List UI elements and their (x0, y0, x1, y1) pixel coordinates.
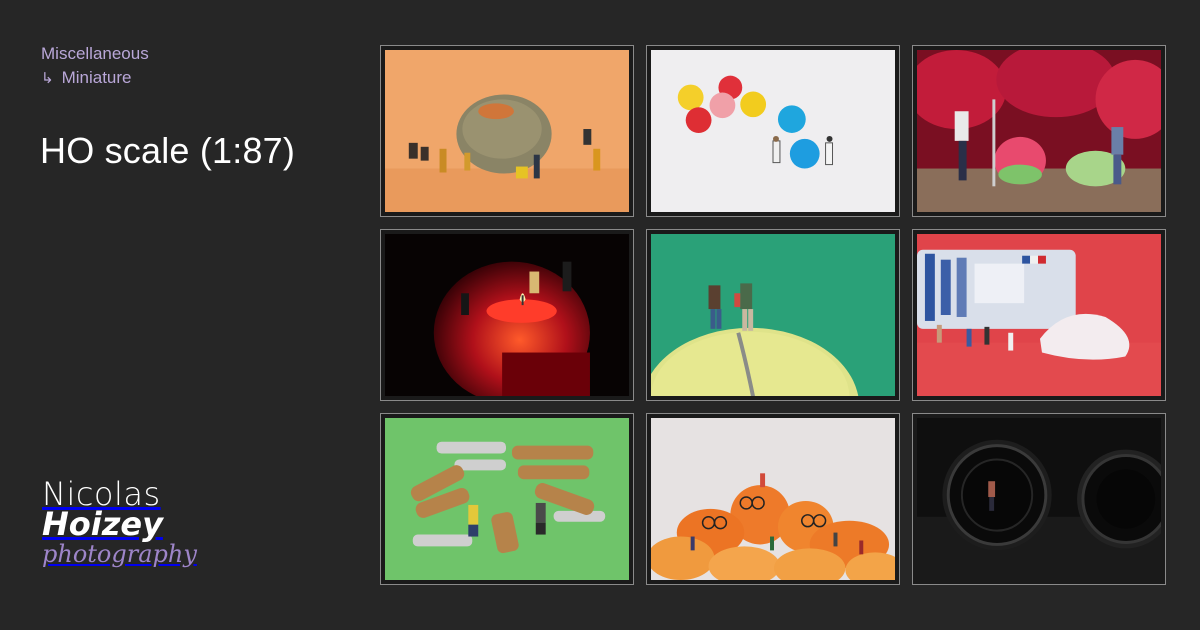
breadcrumb-parent-link[interactable]: Miscellaneous (41, 44, 149, 63)
photo-flowers-workers (917, 50, 1161, 212)
photo-oranges-cyclists (651, 418, 895, 580)
photo-gallery (380, 45, 1166, 585)
gallery-thumb-9[interactable] (912, 413, 1166, 585)
gallery-thumb-7[interactable] (380, 413, 634, 585)
site-logo[interactable]: Nicolas Hoizey photography (42, 478, 197, 566)
gallery-thumb-4[interactable] (380, 229, 634, 401)
breadcrumb-current: ↳ Miniature (41, 66, 149, 90)
gallery-thumb-2[interactable] (646, 45, 900, 217)
logo-tagline: photography (42, 540, 197, 568)
photo-antiseptic-spray (917, 234, 1161, 396)
gallery-thumb-1[interactable] (380, 45, 634, 217)
gallery-thumb-3[interactable] (912, 45, 1166, 217)
photo-moldy-bread (385, 50, 629, 212)
logo-last-name: Hoizey (42, 505, 163, 543)
return-arrow-icon: ↳ (41, 69, 54, 87)
gallery-thumb-5[interactable] (646, 229, 900, 401)
photo-candy-balls (651, 50, 895, 212)
page-title: HO scale (1:87) (40, 130, 296, 171)
breadcrumb-current-link[interactable]: Miniature (61, 68, 132, 87)
photo-wooden-logs (385, 418, 629, 580)
gallery-thumb-8[interactable] (646, 413, 900, 585)
photo-tennis-ball-hikers (651, 234, 895, 396)
photo-binoculars (917, 418, 1161, 580)
photo-red-candle (385, 234, 629, 396)
gallery-thumb-6[interactable] (912, 229, 1166, 401)
logo-first-name: Nicolas (42, 475, 161, 513)
breadcrumb: Miscellaneous ↳ Miniature (41, 42, 149, 90)
